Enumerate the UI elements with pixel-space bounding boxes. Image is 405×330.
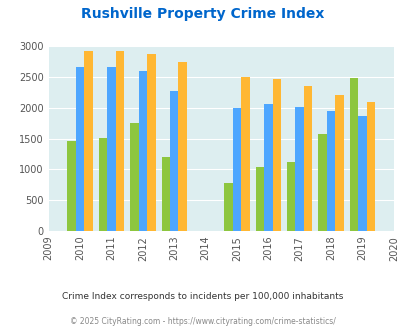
Bar [224,183,232,231]
Bar [76,67,84,231]
Bar [263,104,272,231]
Bar [241,77,249,231]
Bar [272,79,280,231]
Bar [147,54,155,231]
Bar [255,167,263,231]
Bar [295,107,303,231]
Bar [115,51,124,231]
Bar [357,116,366,231]
Bar [138,72,147,231]
Bar [130,123,138,231]
Bar [98,138,107,231]
Bar [232,108,241,231]
Bar [318,134,326,231]
Bar [326,111,335,231]
Bar [335,95,343,231]
Bar [303,85,311,231]
Bar [170,90,178,231]
Text: © 2025 CityRating.com - https://www.cityrating.com/crime-statistics/: © 2025 CityRating.com - https://www.city… [70,317,335,326]
Bar [349,78,357,231]
Text: Rushville Property Crime Index: Rushville Property Crime Index [81,7,324,20]
Bar [84,50,93,231]
Bar [161,157,170,231]
Bar [286,162,295,231]
Text: Crime Index corresponds to incidents per 100,000 inhabitants: Crime Index corresponds to incidents per… [62,292,343,301]
Bar [67,141,76,231]
Bar [366,102,374,231]
Bar [107,67,115,231]
Bar [178,62,186,231]
